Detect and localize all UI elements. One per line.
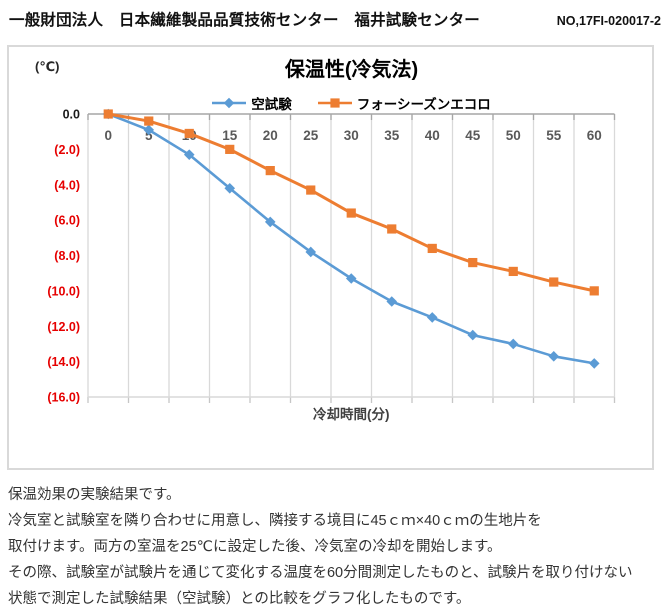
data-point-square — [225, 144, 235, 154]
y-tick-label: (12.0) — [47, 320, 80, 334]
x-tick-label: 25 — [303, 128, 319, 143]
data-point-diamond — [588, 358, 600, 369]
description-line: 取付けます。両方の室温を25℃に設定した後、冷気室の冷却を開始します。 — [8, 539, 502, 555]
data-point-square — [306, 185, 316, 195]
data-point-diamond — [264, 216, 276, 228]
data-point-square — [508, 266, 518, 277]
square-marker-swatch — [317, 98, 352, 108]
report-header: 一般財団法人 日本繊維製品品質技術センター 福井試験センター NO,17FI-0… — [9, 8, 661, 30]
data-point-diamond — [224, 182, 236, 194]
data-point-diamond — [386, 296, 398, 307]
description-line: 冷気室と試験室を隣り合わせに用意し、隣接する境目に45ｃｍ×40ｃｍの生地片を — [8, 513, 542, 529]
chart-title: 保温性(冷気法) — [284, 59, 419, 81]
data-point-square — [184, 128, 194, 139]
report-number: NO,17FI-020017-2 — [556, 14, 661, 28]
data-point-diamond — [305, 246, 317, 258]
y-tick-label: (2.0) — [54, 143, 80, 157]
data-point-square — [103, 109, 113, 119]
y-tick-label: (6.0) — [54, 214, 80, 228]
data-point-square — [549, 277, 559, 287]
organization-name: 一般財団法人 日本繊維製品品質技術センター 福井試験センター — [9, 12, 481, 29]
data-point-diamond — [426, 312, 438, 323]
y-tick-label: (14.0) — [47, 355, 80, 369]
x-tick-label: 60 — [587, 128, 602, 143]
x-axis-title: 冷却時間(分) — [313, 406, 390, 422]
y-tick-label: (16.0) — [47, 391, 80, 405]
description-line: 保温効果の実験結果です。 — [8, 487, 181, 503]
legend-label: フォーシーズンエコロ — [356, 97, 491, 112]
y-tick-label: (4.0) — [54, 178, 80, 192]
legend-label: 空試験 — [251, 97, 292, 112]
data-point-diamond — [143, 124, 155, 136]
data-point-square — [265, 166, 275, 176]
chart-legend: 空試験 フォーシーズンエコロ — [88, 93, 615, 113]
x-tick-label: 5 — [145, 128, 153, 143]
data-point-diamond — [507, 338, 519, 350]
x-tick-label: 0 — [104, 128, 112, 143]
data-point-square — [387, 224, 397, 234]
data-point-diamond — [183, 149, 195, 160]
y-tick-label: 0.0 — [63, 108, 80, 122]
data-point-square — [346, 208, 356, 218]
x-tick-label: 30 — [344, 128, 359, 143]
x-tick-label: 55 — [546, 128, 562, 143]
y-tick-label: (8.0) — [54, 249, 80, 263]
diamond-marker-swatch — [212, 97, 247, 109]
legend-item-blank-test: 空試験 — [212, 93, 292, 113]
description-line: その際、試験室が試験片を通じて変化する温度を60分間測定したものと、試験片を取り… — [8, 565, 633, 581]
chart-plot-area: 0510152025303540455055600.0(2.0)(4.0)(6.… — [47, 108, 616, 422]
x-tick-label: 50 — [506, 128, 521, 143]
legend-item-four-seasons-ecolo: フォーシーズンエコロ — [317, 93, 491, 113]
data-point-diamond — [548, 351, 560, 362]
x-tick-label: 20 — [263, 128, 278, 143]
x-tick-label: 15 — [222, 128, 238, 143]
series-line-0 — [107, 112, 595, 365]
y-tick-label: (10.0) — [47, 284, 80, 298]
data-point-diamond — [345, 273, 357, 284]
x-tick-label: 40 — [425, 128, 440, 143]
data-point-diamond — [467, 329, 479, 341]
data-point-square — [589, 286, 599, 296]
data-point-square — [468, 257, 478, 268]
data-point-square — [427, 243, 437, 254]
y-axis-unit-label: (℃) — [35, 59, 60, 74]
data-point-square — [144, 116, 154, 126]
description-text: 保温効果の実験結果です。冷気室と試験室を隣り合わせに用意し、隣接する境目に45ｃ… — [8, 482, 666, 612]
description-line: 状態で測定した試験結果（空試験）との比較をグラフ化したものです。 — [8, 591, 471, 607]
x-tick-label: 45 — [465, 128, 481, 143]
x-tick-label: 35 — [384, 128, 400, 143]
